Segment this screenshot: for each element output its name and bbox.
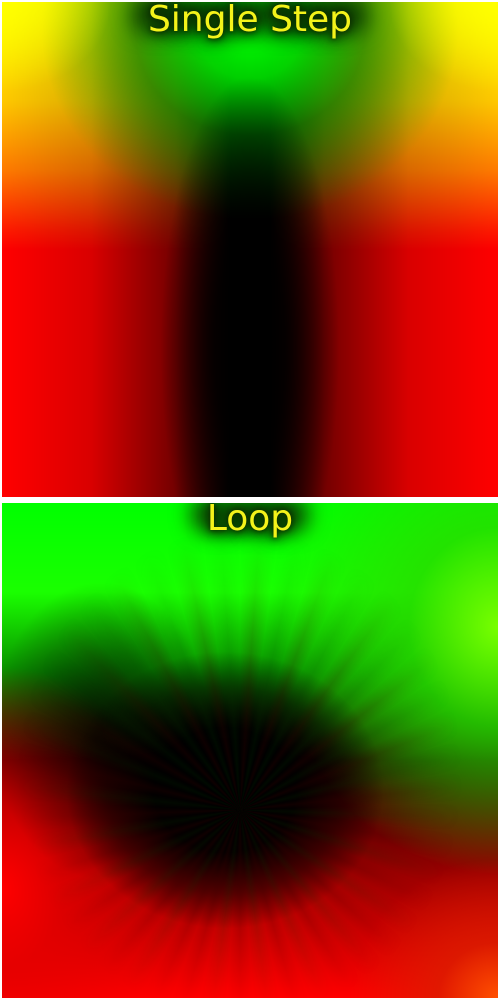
- single-step-title-text: Single Step: [147, 2, 353, 40]
- loop-title: Loop: [190, 503, 310, 539]
- loop-view: Loop: [2, 503, 498, 998]
- single-step-view: Single Step: [2, 2, 498, 497]
- loop-title-text: Loop: [206, 503, 294, 539]
- loop-streaks: [2, 503, 498, 998]
- loop-dark-core: [2, 503, 498, 998]
- single-step-title: Single Step: [131, 2, 369, 40]
- single-step-corner-highlights: [2, 2, 498, 497]
